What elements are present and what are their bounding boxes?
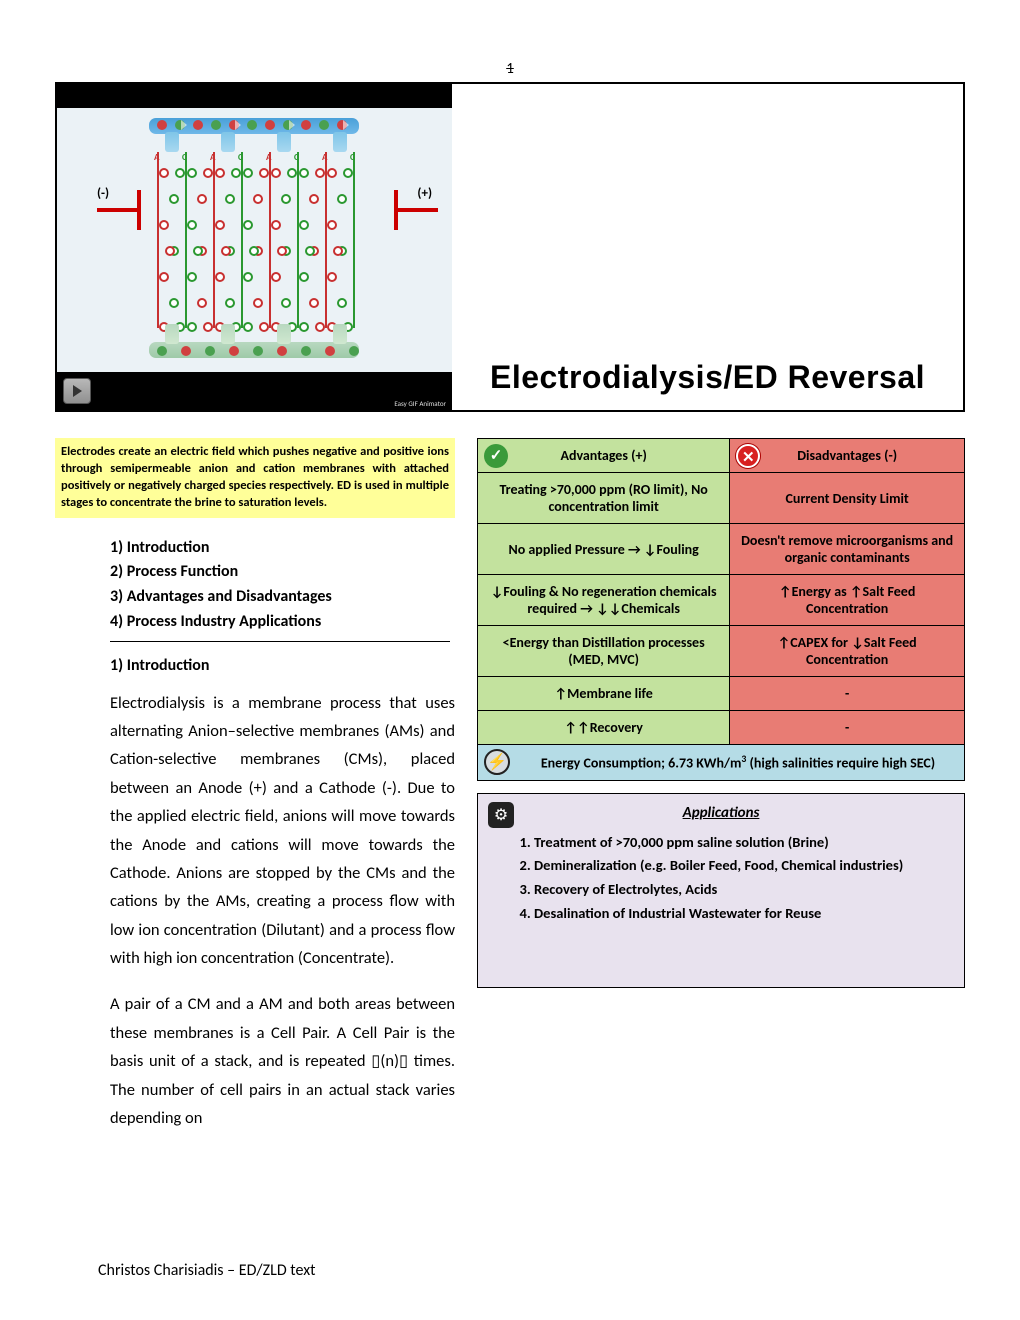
title-area: Electrodialysis/ED Reversal — [452, 84, 963, 410]
footer: Christos Charisiadis – ED/ZLD text — [98, 1261, 316, 1280]
toc-item: 1) Introduction — [110, 536, 455, 561]
energy-consumption-row: ⚡ Energy Consumption; 6.73 KWh/m3 (high … — [478, 745, 965, 781]
page-number: 1 — [506, 60, 514, 78]
anode: (+) — [394, 190, 438, 230]
table-row: Treating >70,000 ppm (RO limit), No conc… — [478, 473, 965, 524]
table-row: No applied Pressure → ↓FoulingDoesn't re… — [478, 524, 965, 575]
header-advantages: ✓ Advantages (+) — [478, 439, 730, 473]
header-disadvantages: ✕ Disadvantages (-) — [730, 439, 965, 473]
advantage-cell: ↑↑Recovery — [478, 711, 730, 745]
application-item: Demineralization (e.g. Boiler Feed, Food… — [534, 855, 952, 877]
table-row: ↓Fouling & No regeneration chemicals req… — [478, 575, 965, 626]
advantages-table: ✓ Advantages (+) ✕ Disadvantages (-) Tre… — [477, 438, 965, 781]
right-column: ✓ Advantages (+) ✕ Disadvantages (-) Tre… — [477, 438, 965, 1150]
intro-paragraph-1: Electrodialysis is a membrane process th… — [110, 689, 455, 973]
watermark: Easy GIF Animator — [394, 399, 446, 408]
application-item: Recovery of Electrolytes, Acids — [534, 879, 952, 901]
advantage-cell: No applied Pressure → ↓Fouling — [478, 524, 730, 575]
electrodialysis-diagram: (-) (+) ACACACAC — [57, 108, 452, 372]
advantage-cell: <Energy than Distillation processes (MED… — [478, 626, 730, 677]
applications-box: ⚙ Applications Treatment of >70,000 ppm … — [477, 793, 965, 988]
disadvantage-cell: ↑CAPEX for ↓Salt Feed Concentration — [730, 626, 965, 677]
applications-list: Treatment of >70,000 ppm saline solution… — [534, 832, 952, 925]
disadvantage-cell: Current Density Limit — [730, 473, 965, 524]
left-column: Electrodes create an electric field whic… — [55, 438, 455, 1150]
disadvantage-cell: ↑Energy as ↑Salt Feed Concentration — [730, 575, 965, 626]
gear-icon: ⚙ — [488, 802, 514, 828]
table-row: <Energy than Distillation processes (MED… — [478, 626, 965, 677]
toc-item: 2) Process Function — [110, 560, 455, 585]
disadvantage-cell: - — [730, 711, 965, 745]
play-button[interactable] — [63, 378, 91, 404]
applications-title: Applications — [490, 804, 952, 822]
diagram-area: (-) (+) ACACACAC Easy GIF Animator — [57, 84, 452, 410]
main-title: Electrodialysis/ED Reversal — [490, 359, 925, 396]
toc-item: 3) Advantages and Disadvantages — [110, 585, 455, 610]
advantage-cell: ↑Membrane life — [478, 677, 730, 711]
section-heading: 1) Introduction — [110, 656, 455, 675]
advantage-cell: Treating >70,000 ppm (RO limit), No conc… — [478, 473, 730, 524]
cathode: (-) — [97, 190, 141, 230]
table-row: ↑Membrane life- — [478, 677, 965, 711]
intro-paragraph-2: A pair of a CM and a AM and both areas b… — [110, 990, 455, 1132]
toc-item: 4) Process Industry Applications — [110, 610, 455, 635]
application-item: Desalination of Industrial Wastewater fo… — [534, 903, 952, 925]
application-item: Treatment of >70,000 ppm saline solution… — [534, 832, 952, 854]
bolt-icon: ⚡ — [484, 749, 510, 775]
x-icon: ✕ — [736, 444, 760, 468]
disadvantage-cell: - — [730, 677, 965, 711]
check-icon: ✓ — [484, 444, 508, 468]
table-row: ↑↑Recovery- — [478, 711, 965, 745]
highlight-summary: Electrodes create an electric field whic… — [55, 438, 455, 518]
disadvantage-cell: Doesn't remove microorganisms and organi… — [730, 524, 965, 575]
advantage-cell: ↓Fouling & No regeneration chemicals req… — [478, 575, 730, 626]
table-of-contents: 1) Introduction2) Process Function3) Adv… — [110, 536, 455, 635]
header-box: (-) (+) ACACACAC Easy GIF Animator Elect… — [55, 82, 965, 412]
